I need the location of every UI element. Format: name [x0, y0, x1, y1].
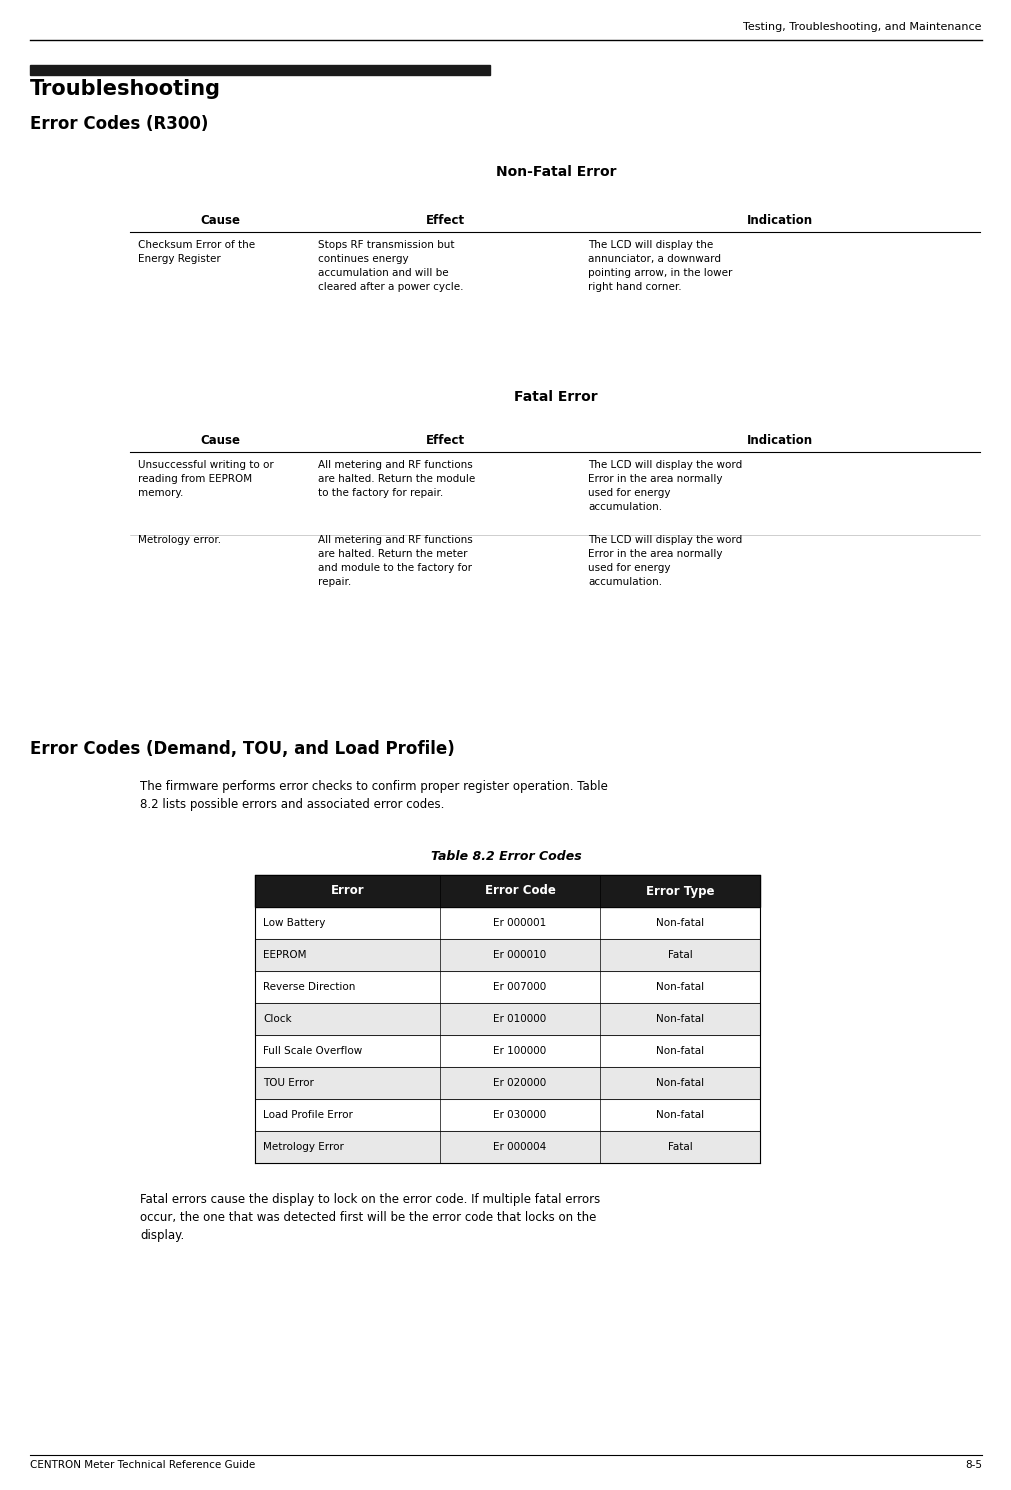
Text: Non-fatal: Non-fatal [655, 1046, 704, 1056]
Text: Effect: Effect [425, 215, 464, 228]
Bar [255, 1003, 759, 1036]
Text: The LCD will display the: The LCD will display the [587, 240, 713, 250]
Text: Error Codes (Demand, TOU, and Load Profile): Error Codes (Demand, TOU, and Load Profi… [30, 741, 454, 758]
Text: Error Code: Error Code [484, 885, 555, 897]
Bar [255, 1131, 759, 1164]
Text: reading from EEPROM: reading from EEPROM [137, 474, 252, 484]
Text: Er 010000: Er 010000 [493, 1015, 546, 1024]
Text: Fatal errors cause the display to lock on the error code. If multiple fatal erro: Fatal errors cause the display to lock o… [140, 1193, 600, 1205]
Text: Non-fatal: Non-fatal [655, 1110, 704, 1120]
Text: Troubleshooting: Troubleshooting [30, 79, 220, 98]
Text: Er 000004: Er 000004 [493, 1141, 546, 1152]
Text: Er 007000: Er 007000 [493, 982, 546, 992]
Text: and module to the factory for: and module to the factory for [317, 563, 471, 574]
Text: Fatal Error: Fatal Error [514, 390, 598, 404]
Text: Error Codes (R300): Error Codes (R300) [30, 115, 208, 133]
Text: Table 8.2 Error Codes: Table 8.2 Error Codes [431, 849, 580, 863]
Bar [255, 939, 759, 971]
Text: Clock: Clock [263, 1015, 291, 1024]
Text: occur, the one that was detected first will be the error code that locks on the: occur, the one that was detected first w… [140, 1211, 595, 1223]
Text: Unsuccessful writing to or: Unsuccessful writing to or [137, 460, 274, 469]
Text: Er 020000: Er 020000 [493, 1077, 546, 1088]
Text: memory.: memory. [137, 489, 183, 498]
Text: TOU Error: TOU Error [263, 1077, 313, 1088]
Text: are halted. Return the module: are halted. Return the module [317, 474, 475, 484]
Text: The firmware performs error checks to confirm proper register operation. Table: The firmware performs error checks to co… [140, 779, 608, 793]
Text: Cause: Cause [200, 215, 240, 228]
Text: accumulation.: accumulation. [587, 577, 661, 587]
Text: Non-fatal: Non-fatal [655, 982, 704, 992]
Text: used for energy: used for energy [587, 563, 670, 574]
Text: Fatal: Fatal [667, 951, 692, 960]
Text: Cause: Cause [200, 435, 240, 447]
Text: The LCD will display the word: The LCD will display the word [587, 460, 741, 469]
Text: Load Profile Error: Load Profile Error [263, 1110, 353, 1120]
Text: Checksum Error of the: Checksum Error of the [137, 240, 255, 250]
Text: Metrology Error: Metrology Error [263, 1141, 344, 1152]
Text: The LCD will display the word: The LCD will display the word [587, 535, 741, 545]
Text: Er 100000: Er 100000 [493, 1046, 546, 1056]
Text: EEPROM: EEPROM [263, 951, 306, 960]
Text: 8.2 lists possible errors and associated error codes.: 8.2 lists possible errors and associated… [140, 799, 444, 811]
Text: Non-fatal: Non-fatal [655, 1015, 704, 1024]
Bar [30, 66, 489, 75]
Text: Full Scale Overflow: Full Scale Overflow [263, 1046, 362, 1056]
Text: All metering and RF functions: All metering and RF functions [317, 460, 472, 469]
Text: All metering and RF functions: All metering and RF functions [317, 535, 472, 545]
Text: CENTRON Meter Technical Reference Guide: CENTRON Meter Technical Reference Guide [30, 1460, 255, 1471]
Text: Effect: Effect [425, 435, 464, 447]
Text: continues energy: continues energy [317, 253, 408, 264]
Text: to the factory for repair.: to the factory for repair. [317, 489, 443, 498]
Text: Error in the area normally: Error in the area normally [587, 548, 722, 559]
Text: Er 030000: Er 030000 [493, 1110, 546, 1120]
Text: Fatal: Fatal [667, 1141, 692, 1152]
Text: are halted. Return the meter: are halted. Return the meter [317, 548, 467, 559]
Text: Energy Register: Energy Register [137, 253, 220, 264]
Text: repair.: repair. [317, 577, 351, 587]
Text: Non-Fatal Error: Non-Fatal Error [495, 165, 616, 179]
Bar [255, 875, 759, 907]
Text: cleared after a power cycle.: cleared after a power cycle. [317, 282, 463, 292]
Text: Reverse Direction: Reverse Direction [263, 982, 355, 992]
Text: Testing, Troubleshooting, and Maintenance: Testing, Troubleshooting, and Maintenanc… [743, 22, 981, 31]
Text: pointing arrow, in the lower: pointing arrow, in the lower [587, 268, 732, 279]
Text: Metrology error.: Metrology error. [137, 535, 221, 545]
Bar [255, 1067, 759, 1100]
Text: Error in the area normally: Error in the area normally [587, 474, 722, 484]
Text: Error Type: Error Type [645, 885, 714, 897]
Text: 8-5: 8-5 [964, 1460, 981, 1471]
Text: annunciator, a downward: annunciator, a downward [587, 253, 720, 264]
Text: Low Battery: Low Battery [263, 918, 326, 928]
Text: Indication: Indication [746, 215, 812, 228]
Text: Er 000010: Er 000010 [493, 951, 546, 960]
Text: Stops RF transmission but: Stops RF transmission but [317, 240, 454, 250]
Text: Error: Error [331, 885, 364, 897]
Text: accumulation and will be: accumulation and will be [317, 268, 448, 279]
Text: Non-fatal: Non-fatal [655, 918, 704, 928]
Text: Non-fatal: Non-fatal [655, 1077, 704, 1088]
Text: accumulation.: accumulation. [587, 502, 661, 513]
Text: Indication: Indication [746, 435, 812, 447]
Text: right hand corner.: right hand corner. [587, 282, 681, 292]
Text: Er 000001: Er 000001 [493, 918, 546, 928]
Text: display.: display. [140, 1229, 184, 1243]
Text: used for energy: used for energy [587, 489, 670, 498]
